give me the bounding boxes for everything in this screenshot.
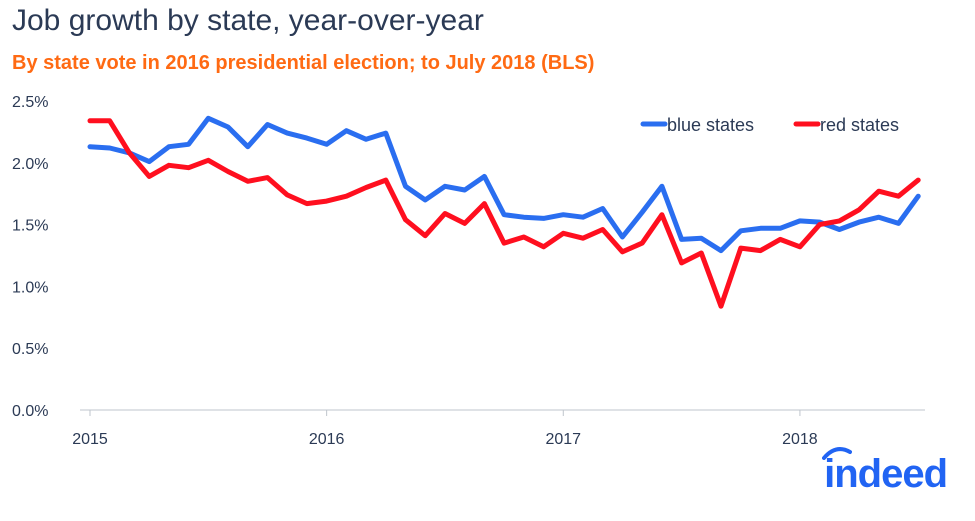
y-tick-label: 0.5% (12, 341, 48, 358)
y-tick-label: 1.5% (12, 218, 48, 235)
x-tick-label: 2017 (545, 431, 581, 448)
y-tick-label: 2.5% (12, 94, 48, 111)
logo-arc-icon (822, 447, 853, 460)
legend-label-blue: blue states (667, 115, 754, 135)
series-line-blue-states (87, 115, 921, 254)
logo-text: indeed (824, 452, 948, 496)
chart-title: Job growth by state, year-over-year (12, 4, 484, 37)
y-tick-label: 1.0% (12, 279, 48, 296)
x-tick-label: 2015 (72, 431, 108, 448)
chart-subtitle: By state vote in 2016 presidential elect… (12, 52, 595, 74)
legend-label-red: red states (820, 115, 899, 135)
y-tick-label: 2.0% (12, 156, 48, 173)
x-tick-label: 2016 (309, 431, 345, 448)
indeed-logo: indeed (822, 447, 948, 497)
series-line-red-states (87, 118, 921, 309)
y-tick-label: 0.0% (12, 403, 48, 420)
x-tick-label: 2018 (782, 431, 818, 448)
legend: blue states red states (640, 115, 899, 135)
